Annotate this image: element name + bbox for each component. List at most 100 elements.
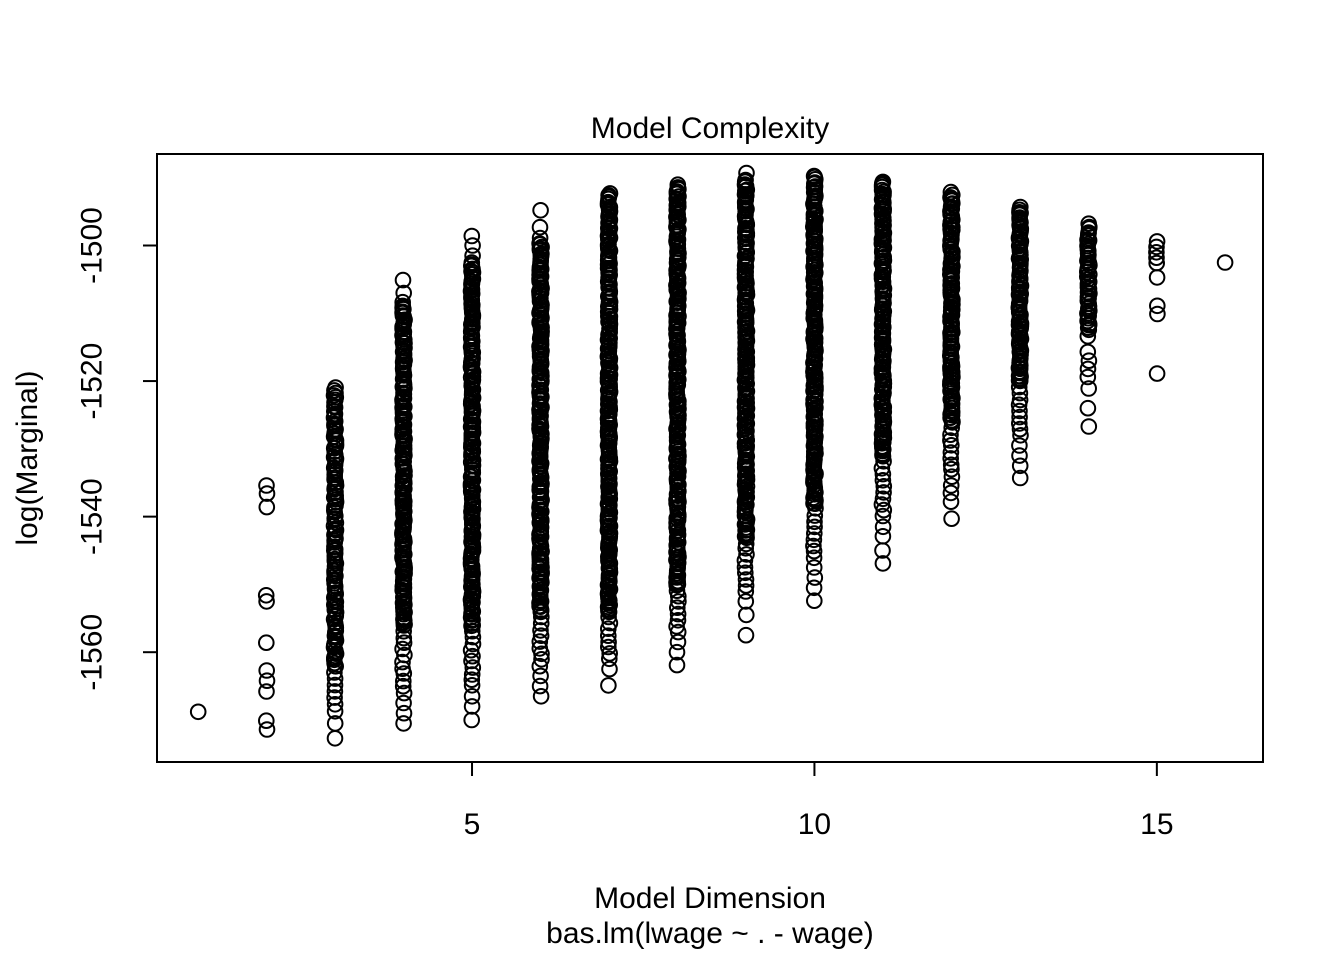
data-point-circle [394, 677, 412, 695]
data-point-circle [874, 555, 892, 572]
data-point-circle [942, 484, 960, 502]
data-point-circle [736, 552, 754, 569]
data-point-circle [326, 683, 344, 700]
plot-box [156, 153, 1264, 763]
data-point-circle [806, 592, 823, 610]
x-tick-label: 5 [464, 808, 481, 841]
data-point-circle [395, 629, 413, 647]
data-point-circle [737, 571, 755, 588]
data-point-circle [942, 456, 960, 474]
data-point-circle [738, 546, 755, 563]
data-point-circle [874, 528, 892, 545]
x-axis-sublabel: bas.lm(lwage ~ . - wage) [546, 917, 874, 950]
data-point-circle [600, 627, 617, 645]
data-point-circle [874, 490, 892, 508]
data-point-circle [943, 510, 960, 528]
data-point-circle [942, 450, 960, 467]
data-point-circle [1079, 368, 1097, 386]
data-point-circle [532, 603, 550, 621]
data-point-circle [463, 711, 481, 729]
data-point-circle [670, 593, 687, 610]
data-point-circle [258, 721, 276, 738]
data-point-circle [327, 658, 345, 675]
data-point-circle [326, 703, 344, 720]
data-point-circle [1011, 437, 1028, 454]
data-point-circle [600, 633, 617, 651]
data-point-circle [1012, 427, 1029, 444]
data-point-circle [875, 453, 892, 470]
data-point-circle [326, 730, 344, 747]
data-point-circle [1011, 457, 1029, 475]
data-point-circle [875, 501, 893, 519]
data-point-circle [668, 656, 686, 674]
data-point-circle [942, 493, 960, 511]
data-point-circle [807, 500, 824, 517]
y-tick-label: -1540 [76, 478, 109, 555]
y-axis-label: log(Marginal) [11, 370, 44, 546]
data-point-circle [532, 615, 550, 632]
data-point-circle [1148, 269, 1166, 286]
data-point-circle [531, 633, 549, 650]
data-point-circle [874, 507, 892, 525]
data-point-circle [395, 623, 413, 640]
data-point-circle [463, 227, 481, 245]
data-point-circle [668, 643, 686, 661]
data-point-circle [806, 507, 824, 524]
data-point-circle [805, 549, 823, 567]
data-point-circle [600, 620, 617, 638]
data-point-circle [533, 645, 550, 663]
data-point-circle [669, 612, 687, 629]
data-point-circle [463, 677, 481, 694]
data-point-circle [874, 465, 892, 483]
data-point-circle [464, 237, 481, 254]
data-point-circle [736, 528, 754, 545]
data-point-circle [395, 665, 413, 682]
data-point-circle [1011, 402, 1028, 420]
data-point-circle [395, 634, 413, 652]
data-point-circle [874, 472, 892, 489]
data-point-circle [806, 513, 823, 531]
data-point-circle [943, 407, 961, 424]
y-tick-label: -1520 [76, 343, 109, 420]
data-point-circle [942, 477, 960, 494]
data-point-circle [463, 666, 481, 683]
data-point-circle [806, 518, 823, 536]
data-point-circle [1080, 321, 1098, 339]
data-point-circle [258, 477, 275, 494]
data-point-circle [738, 164, 755, 182]
data-point-circle [1010, 396, 1028, 414]
data-point-circle [258, 634, 275, 652]
data-point-circle [1148, 244, 1165, 261]
chart-title: Model Complexity [590, 112, 830, 145]
y-tick-label: -1500 [76, 207, 109, 284]
data-point-circle [942, 426, 959, 444]
data-point-circle [1011, 415, 1028, 432]
data-point-circle [737, 593, 755, 610]
data-point-circle [669, 599, 686, 617]
data-point-circle [395, 284, 413, 302]
data-point-circle [1148, 365, 1166, 382]
data-point-circle [326, 696, 344, 713]
data-point-circle [395, 694, 412, 712]
data-point-circle [531, 229, 549, 247]
data-point-circle [464, 247, 481, 264]
data-point-circle [531, 677, 549, 695]
data-point-circle [463, 671, 481, 689]
data-point-circle [326, 664, 343, 681]
data-point-circle [943, 437, 960, 454]
data-point-circle [874, 448, 892, 465]
data-point-circle [805, 537, 822, 555]
data-point-circle [600, 608, 617, 626]
data-point-circle [463, 688, 481, 705]
data-point-circle [533, 651, 550, 668]
data-point-circle [805, 559, 823, 576]
data-point-circle [737, 626, 755, 644]
y-tick-label: -1560 [76, 614, 109, 691]
data-point-circle [875, 484, 892, 501]
data-point-circle [394, 271, 412, 289]
data-point-circle [258, 662, 276, 679]
data-point-circle [738, 529, 755, 547]
data-point-circle [943, 468, 961, 486]
